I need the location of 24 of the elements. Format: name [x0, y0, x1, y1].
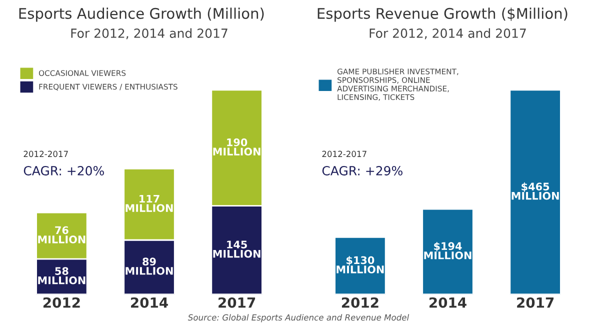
data-label: $465 MILLION: [512, 182, 559, 200]
data-label: $194 MILLION: [424, 242, 472, 260]
data-label: $130 MILLION: [336, 256, 384, 274]
data-label: 117 MILLION: [126, 194, 173, 212]
chart-subtitle: For 2012, 2014 and 2017: [370, 28, 526, 40]
chart-title: Esports Revenue Growth ($Million): [318, 8, 568, 22]
chart-title: Esports Audience Growth (Million): [19, 8, 264, 22]
x-tick-label: 2014: [430, 297, 466, 308]
data-label: 190 MILLION: [213, 138, 260, 156]
x-tick-label: 2017: [218, 297, 256, 308]
annotation: 2012-2017: [24, 150, 68, 158]
annotation: 2012-2017: [322, 150, 366, 158]
x-tick-label: 2017: [517, 297, 554, 308]
data-label: 145 MILLION: [213, 240, 260, 258]
data-label: 76 MILLION: [38, 226, 86, 244]
data-label: 89 MILLION: [126, 258, 173, 275]
x-tick-label: 2012: [342, 297, 378, 308]
data-label: 58 MILLION: [38, 267, 86, 284]
x-tick-label: 2014: [131, 297, 168, 308]
annotation: CAGR: +29%: [322, 166, 402, 176]
source-note: Source: Global Esports Audience and Revenue Model: [188, 314, 410, 322]
annotation: CAGR: +20%: [24, 166, 104, 176]
x-tick-label: 2012: [43, 297, 80, 308]
chart-subtitle: For 2012, 2014 and 2017: [71, 28, 228, 40]
